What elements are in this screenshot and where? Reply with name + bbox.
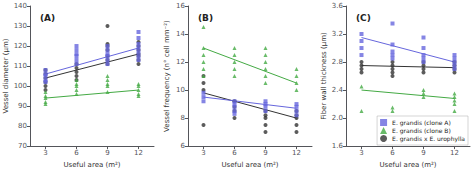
svg-text:Vessel diameter (μm): Vessel diameter (μm) xyxy=(2,38,10,113)
svg-text:9: 9 xyxy=(421,149,425,157)
svg-text:90: 90 xyxy=(18,102,27,110)
svg-text:3.6: 3.6 xyxy=(332,2,344,10)
svg-text:3: 3 xyxy=(201,149,205,157)
svg-text:Useful area (m²): Useful area (m²) xyxy=(221,161,278,169)
svg-text:80: 80 xyxy=(18,122,27,130)
svg-text:10: 10 xyxy=(176,86,185,94)
svg-text:16: 16 xyxy=(176,2,185,10)
svg-text:6: 6 xyxy=(181,142,186,150)
svg-text:3: 3 xyxy=(359,149,363,157)
svg-text:2.4: 2.4 xyxy=(332,86,344,94)
svg-text:110: 110 xyxy=(14,62,27,70)
svg-text:9: 9 xyxy=(263,149,267,157)
svg-text:Useful area (m²): Useful area (m²) xyxy=(63,161,120,169)
svg-text:E. grandis x E. urophylla: E. grandis x E. urophylla xyxy=(392,135,465,143)
svg-text:9: 9 xyxy=(105,149,109,157)
svg-text:12: 12 xyxy=(450,149,459,157)
svg-text:(A): (A) xyxy=(40,13,55,23)
svg-text:Useful area (m²): Useful area (m²) xyxy=(379,161,436,169)
svg-text:E. grandis (clone A): E. grandis (clone A) xyxy=(392,119,451,127)
svg-text:12: 12 xyxy=(134,149,143,157)
svg-text:2.0: 2.0 xyxy=(332,114,343,122)
svg-text:8: 8 xyxy=(181,114,185,122)
svg-text:14: 14 xyxy=(176,30,185,38)
svg-text:3: 3 xyxy=(43,149,47,157)
svg-text:120: 120 xyxy=(14,42,27,50)
svg-text:130: 130 xyxy=(14,22,27,30)
svg-text:6: 6 xyxy=(232,149,237,157)
svg-text:Fiber wall thickness (μm): Fiber wall thickness (μm) xyxy=(320,32,328,120)
svg-text:2.8: 2.8 xyxy=(332,58,343,66)
svg-text:3.2: 3.2 xyxy=(332,30,343,38)
svg-text:6: 6 xyxy=(74,149,79,157)
svg-text:100: 100 xyxy=(14,82,27,90)
svg-text:(B): (B) xyxy=(198,13,213,23)
svg-text:12: 12 xyxy=(292,149,301,157)
svg-text:12: 12 xyxy=(176,58,185,66)
svg-text:6: 6 xyxy=(390,149,395,157)
svg-text:Vessel frequency (n° cell mm⁻²: Vessel frequency (n° cell mm⁻²) xyxy=(163,20,171,132)
svg-text:(C): (C) xyxy=(356,13,371,23)
svg-text:70: 70 xyxy=(18,142,27,150)
svg-text:140: 140 xyxy=(14,2,27,10)
svg-text:1.6: 1.6 xyxy=(332,142,344,150)
svg-text:E. grandis (clone B): E. grandis (clone B) xyxy=(392,127,451,135)
